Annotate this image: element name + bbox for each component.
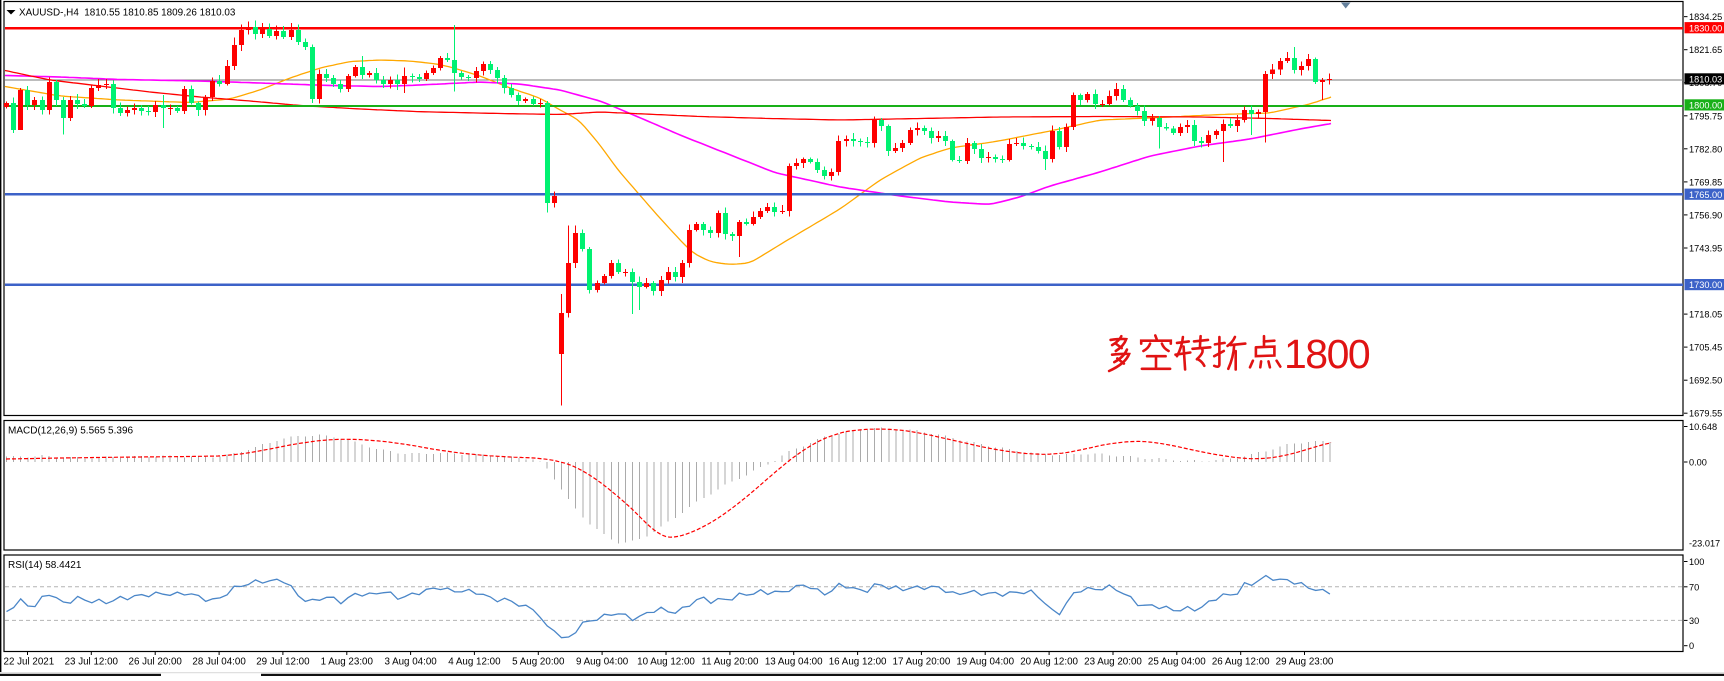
svg-text:20 Aug 12:00: 20 Aug 12:00 (1020, 657, 1078, 668)
svg-text:1765.00: 1765.00 (1689, 190, 1722, 200)
svg-text:1782.80: 1782.80 (1689, 144, 1722, 154)
svg-text:17 Aug 20:00: 17 Aug 20:00 (893, 657, 951, 668)
svg-text:1756.90: 1756.90 (1689, 210, 1722, 220)
svg-text:13 Aug 04:00: 13 Aug 04:00 (765, 657, 823, 668)
svg-text:1692.50: 1692.50 (1689, 376, 1722, 386)
svg-text:-23.017: -23.017 (1689, 539, 1720, 549)
svg-text:XAUUSD-,H4 1810.55 1810.85 18: XAUUSD-,H4 1810.55 1810.85 1809.26 1810.… (19, 8, 236, 19)
svg-text:1 Aug 23:00: 1 Aug 23:00 (321, 657, 374, 668)
svg-text:19 Aug 04:00: 19 Aug 04:00 (956, 657, 1014, 668)
svg-text:30: 30 (1689, 616, 1699, 626)
svg-text:1795.75: 1795.75 (1689, 111, 1722, 121)
svg-text:1730.00: 1730.00 (1689, 280, 1722, 290)
svg-text:1769.85: 1769.85 (1689, 177, 1722, 187)
svg-text:1810.03: 1810.03 (1689, 75, 1722, 85)
svg-text:11 Aug 20:00: 11 Aug 20:00 (701, 657, 759, 668)
svg-text:1705.45: 1705.45 (1689, 343, 1722, 353)
svg-text:70: 70 (1689, 582, 1699, 592)
svg-text:16 Aug 12:00: 16 Aug 12:00 (829, 657, 887, 668)
svg-text:23 Aug 20:00: 23 Aug 20:00 (1084, 657, 1142, 668)
svg-text:1718.05: 1718.05 (1689, 310, 1722, 320)
svg-text:RSI(14) 58.4421: RSI(14) 58.4421 (8, 560, 82, 571)
svg-text:23 Jul 12:00: 23 Jul 12:00 (65, 657, 119, 668)
svg-text:1800.00: 1800.00 (1689, 101, 1722, 111)
svg-text:1800: 1800 (1284, 331, 1370, 377)
svg-text:29 Jul 12:00: 29 Jul 12:00 (256, 657, 310, 668)
svg-text:1821.65: 1821.65 (1689, 45, 1722, 55)
svg-text:100: 100 (1689, 557, 1704, 567)
svg-text:10 Aug 12:00: 10 Aug 12:00 (637, 657, 695, 668)
svg-text:25 Aug 04:00: 25 Aug 04:00 (1148, 657, 1206, 668)
svg-text:0: 0 (1689, 641, 1694, 651)
svg-text:0.00: 0.00 (1689, 458, 1707, 468)
svg-text:1834.25: 1834.25 (1689, 12, 1722, 22)
svg-text:1743.95: 1743.95 (1689, 244, 1722, 254)
svg-text:1830.00: 1830.00 (1689, 23, 1722, 33)
svg-text:5 Aug 20:00: 5 Aug 20:00 (512, 657, 565, 668)
svg-text:3 Aug 04:00: 3 Aug 04:00 (384, 657, 437, 668)
svg-text:29 Aug 23:00: 29 Aug 23:00 (1276, 657, 1334, 668)
svg-text:22 Jul 2021: 22 Jul 2021 (4, 657, 55, 668)
svg-text:26 Jul 20:00: 26 Jul 20:00 (129, 657, 183, 668)
svg-text:28 Jul 04:00: 28 Jul 04:00 (192, 657, 246, 668)
svg-text:MACD(12,26,9) 5.565 5.396: MACD(12,26,9) 5.565 5.396 (8, 426, 134, 437)
svg-text:10.648: 10.648 (1689, 422, 1717, 432)
svg-text:1679.55: 1679.55 (1689, 409, 1722, 419)
svg-text:4 Aug 12:00: 4 Aug 12:00 (448, 657, 501, 668)
svg-text:9 Aug 04:00: 9 Aug 04:00 (576, 657, 629, 668)
svg-text:26 Aug 12:00: 26 Aug 12:00 (1212, 657, 1270, 668)
